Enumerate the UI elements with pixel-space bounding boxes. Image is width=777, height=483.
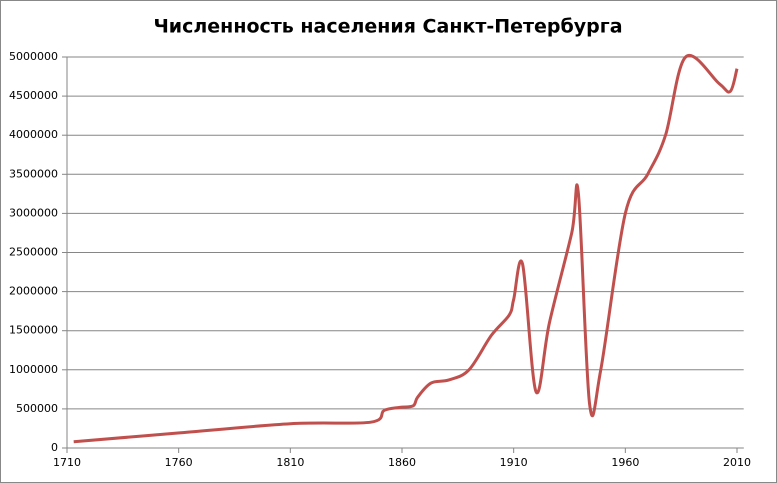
x-tick-label: 2010 — [723, 456, 751, 469]
y-tick-label: 2500000 — [9, 246, 58, 259]
x-tick-label: 1710 — [53, 456, 81, 469]
y-tick-label: 4500000 — [9, 89, 58, 102]
chart-title: Численность населения Санкт-Петербурга — [153, 16, 622, 38]
y-tick-label: 0 — [51, 441, 58, 454]
y-tick-label: 2000000 — [9, 285, 58, 298]
y-tick-label: 500000 — [16, 402, 58, 415]
x-tick-label: 1860 — [388, 456, 416, 469]
y-tick-label: 4000000 — [9, 128, 58, 141]
y-tick-label: 5000000 — [9, 50, 58, 63]
data-line — [73, 53, 739, 444]
y-tick-label: 1500000 — [9, 324, 58, 337]
x-tick-label: 1910 — [500, 456, 528, 469]
y-tick-label: 3000000 — [9, 206, 58, 219]
y-tick-label: 3500000 — [9, 167, 58, 180]
x-tick-label: 1760 — [165, 456, 193, 469]
y-tick-label: 1000000 — [9, 363, 58, 376]
x-tick-label: 1960 — [611, 456, 639, 469]
x-tick-label: 1810 — [276, 456, 304, 469]
